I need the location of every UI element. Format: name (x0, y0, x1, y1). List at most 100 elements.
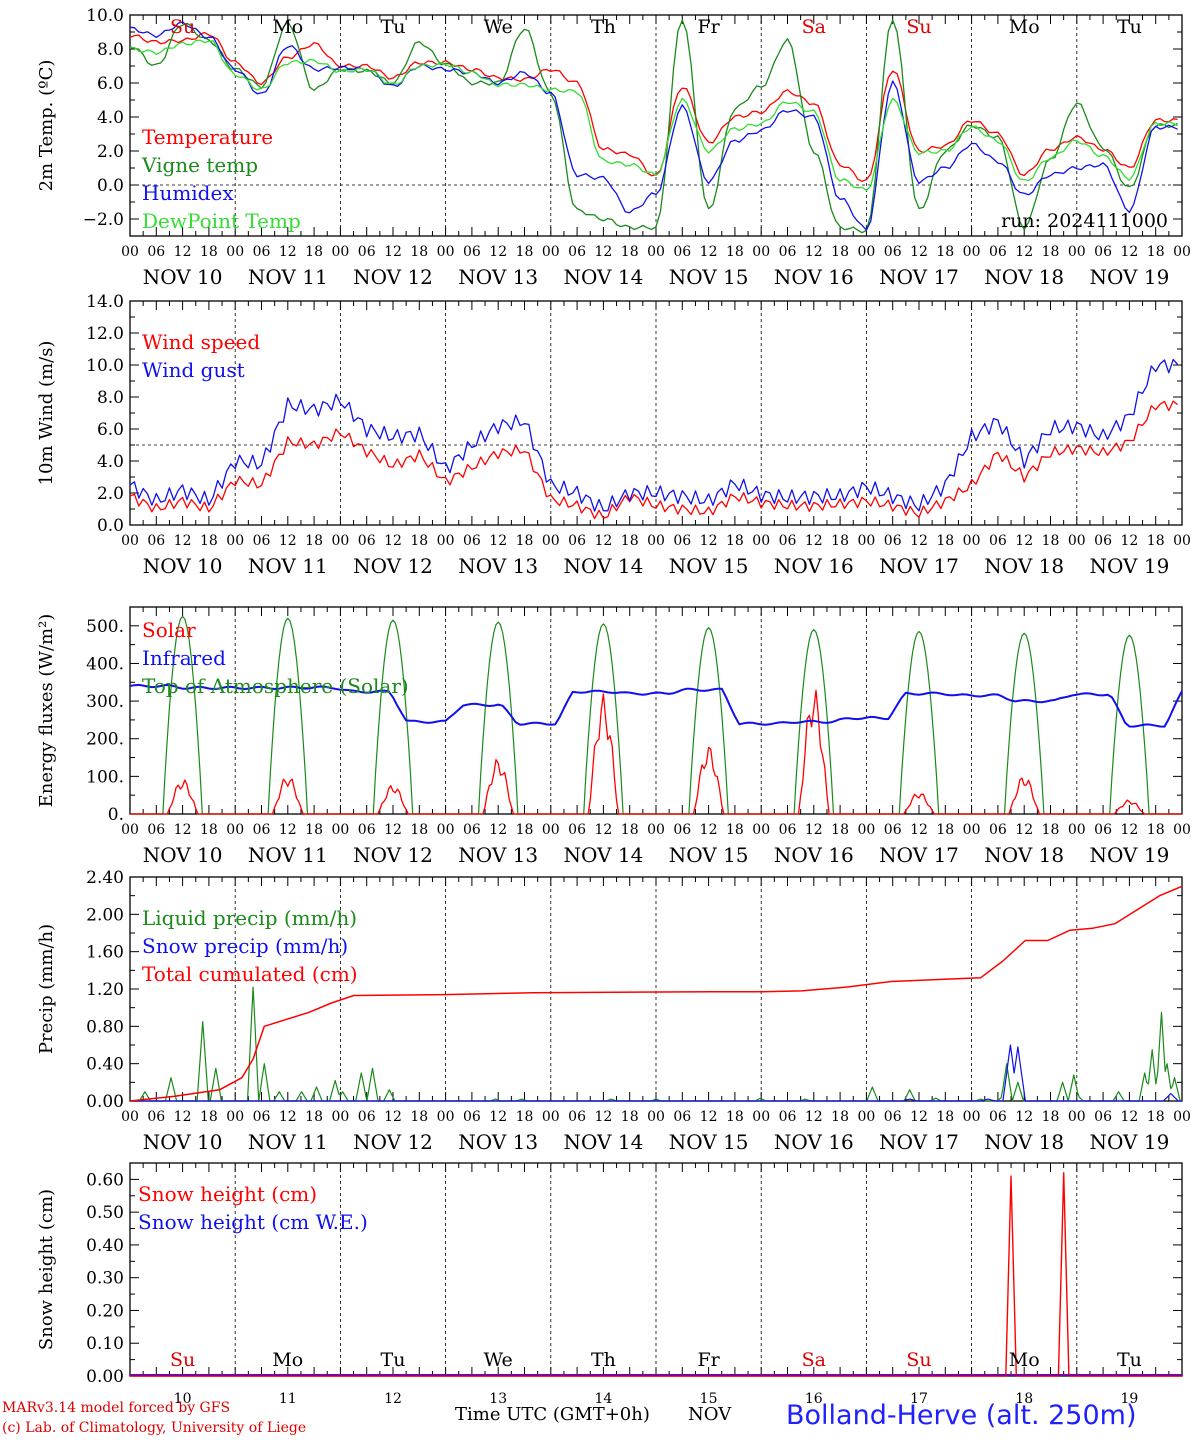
y-tick-label: 1.60 (86, 943, 124, 963)
date-label: NOV 13 (458, 265, 538, 289)
date-label: NOV 15 (669, 1130, 749, 1154)
hour-tick-label: 12 (1120, 533, 1138, 549)
hour-tick-label: 18 (516, 1109, 534, 1125)
date-label: NOV 11 (248, 554, 328, 578)
y-tick-label: 0.00 (86, 1092, 124, 1112)
hour-tick-label: 00 (752, 822, 770, 838)
hour-tick-label: 18 (410, 1109, 428, 1125)
hour-tick-label: 12 (910, 533, 928, 549)
hour-tick-label: 06 (147, 533, 165, 549)
date-number: 11 (279, 1391, 297, 1407)
hour-tick-label: 18 (936, 244, 954, 260)
hour-tick-label: 00 (542, 822, 560, 838)
y-axis-label: Energy fluxes (W/m²) (36, 614, 57, 808)
date-label: NOV 13 (458, 554, 538, 578)
legend-entry: Solar (142, 618, 196, 642)
hour-tick-label: 18 (516, 244, 534, 260)
date-label: NOV 17 (879, 265, 959, 289)
day-label: Fr (697, 1349, 720, 1371)
day-label: Mo (272, 1349, 303, 1371)
hour-tick-label: 18 (1042, 244, 1060, 260)
date-label: NOV 10 (143, 843, 223, 867)
day-label: We (484, 16, 513, 38)
y-tick-label: 500. (86, 617, 124, 637)
legend-entry: Total cumulated (cm) (142, 962, 358, 986)
legend-entry: DewPoint Temp (142, 209, 301, 233)
date-label: NOV 17 (879, 554, 959, 578)
date-label: NOV 16 (774, 265, 854, 289)
hour-tick-label: 18 (200, 1109, 218, 1125)
series-line (129, 683, 1183, 728)
hour-tick-label: 00 (437, 533, 455, 549)
series-line (130, 1044, 1182, 1102)
hour-tick-label: 06 (463, 533, 481, 549)
hour-tick-label: 12 (594, 822, 612, 838)
date-label: NOV 10 (143, 1130, 223, 1154)
day-label: Sa (802, 16, 826, 38)
hour-tick-label: 18 (726, 244, 744, 260)
hour-tick-label: 06 (884, 1109, 902, 1125)
day-label: Th (591, 1349, 616, 1371)
y-tick-label: 0.10 (86, 1334, 124, 1354)
y-tick-label: 10.0 (86, 6, 124, 26)
hour-tick-label: 06 (253, 244, 271, 260)
y-tick-label: 4.0 (97, 452, 124, 472)
series-line (129, 358, 1179, 512)
hour-tick-label: 00 (1068, 244, 1086, 260)
date-number: 13 (489, 1391, 507, 1407)
y-tick-label: 6.0 (97, 420, 124, 440)
day-label: Tu (381, 1349, 406, 1371)
y-tick-label: 0.0 (97, 176, 124, 196)
y-tick-label: 0.40 (86, 1236, 124, 1256)
hour-tick-label: 00 (1173, 1109, 1191, 1125)
hour-tick-label: 18 (410, 533, 428, 549)
date-number: 14 (594, 1391, 612, 1407)
y-tick-label: 6.0 (97, 74, 124, 94)
hour-tick-label: 06 (884, 244, 902, 260)
panel-wind (129, 300, 1183, 526)
hour-tick-label: 12 (489, 533, 507, 549)
hour-tick-label: 12 (174, 1109, 192, 1125)
y-tick-label: 0.40 (86, 1055, 124, 1075)
day-label: Tu (381, 16, 406, 38)
date-label: NOV 16 (774, 843, 854, 867)
hour-tick-label: 18 (726, 533, 744, 549)
hour-tick-label: 18 (200, 244, 218, 260)
hour-tick-label: 12 (594, 1109, 612, 1125)
y-tick-label: 0.80 (86, 1017, 124, 1037)
date-label: NOV 18 (984, 554, 1064, 578)
hour-tick-label: 06 (568, 822, 586, 838)
hour-tick-label: 06 (253, 1109, 271, 1125)
hour-tick-label: 12 (805, 244, 823, 260)
hour-tick-label: 12 (594, 533, 612, 549)
date-label: NOV 13 (458, 843, 538, 867)
y-tick-label: 2.0 (97, 484, 124, 504)
hour-tick-label: 06 (673, 822, 691, 838)
hour-tick-label: 12 (384, 244, 402, 260)
legend-entry: Snow height (cm W.E.) (138, 1210, 368, 1234)
day-label: Su (906, 1349, 931, 1371)
hour-tick-label: 00 (752, 533, 770, 549)
date-label: NOV 18 (984, 265, 1064, 289)
hour-tick-label: 06 (463, 822, 481, 838)
y-tick-label: 8.0 (97, 388, 124, 408)
hour-tick-label: 00 (1173, 244, 1191, 260)
date-number: 19 (1120, 1391, 1138, 1407)
panel-energy (129, 606, 1183, 815)
day-label: Mo (272, 16, 303, 38)
hour-tick-label: 12 (174, 244, 192, 260)
hour-tick-label: 12 (489, 244, 507, 260)
date-label: NOV 18 (984, 843, 1064, 867)
legend-entry: Infrared (142, 646, 226, 670)
day-label: Su (170, 16, 195, 38)
day-label: Su (170, 1349, 195, 1371)
hour-tick-label: 06 (147, 244, 165, 260)
hour-tick-label: 00 (542, 1109, 560, 1125)
hour-tick-label: 12 (910, 822, 928, 838)
hour-tick-label: 06 (779, 533, 797, 549)
hour-tick-label: 00 (1068, 822, 1086, 838)
hour-tick-label: 06 (463, 244, 481, 260)
y-tick-label: 100. (86, 767, 124, 787)
hour-tick-label: 00 (331, 244, 349, 260)
y-tick-label: 0.50 (86, 1203, 124, 1223)
